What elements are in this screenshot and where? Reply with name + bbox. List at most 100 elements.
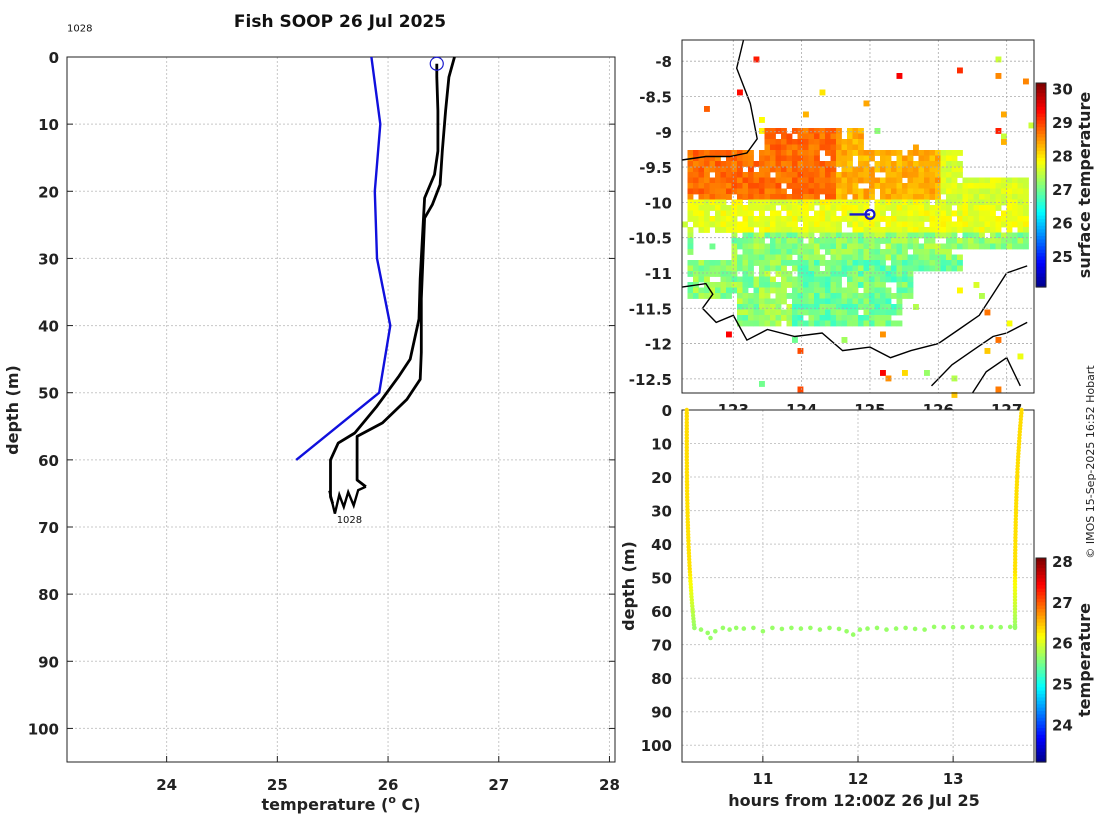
sst-cell [896,282,903,288]
sst-cell [704,276,710,283]
sst-cell [792,194,798,200]
sst-cell [797,139,804,145]
sst-cell [940,216,947,222]
sst-cell [962,199,969,206]
sst-cell [693,271,699,277]
sst-cell [808,221,815,228]
colorbar-segment [1036,670,1046,675]
sst-cell [984,243,991,250]
sst-cell [803,144,809,151]
sst-cell [874,216,881,222]
sst-cell [814,227,820,233]
sst-cell [803,221,809,228]
colorbar-segment [1036,653,1046,658]
sst-cell [1023,238,1029,244]
sst-cell [902,265,908,272]
sst-cell [1017,205,1024,211]
sst-cell [836,194,842,200]
sst-cell [863,243,870,250]
sst-cell [830,150,837,156]
ascent-point [1013,532,1018,537]
bottom-point [733,625,739,631]
colorbar-segment [1036,704,1046,709]
sst-cell [693,287,699,294]
colorbar-segment [1036,724,1046,729]
sst-cell [770,166,776,173]
sst-cell [847,271,853,277]
sst-cell [885,271,892,277]
sst-cell [830,260,837,266]
sst-cell [753,177,760,184]
ascent-point [1013,541,1018,547]
sst-cell [814,254,820,261]
sst-cell [841,210,848,217]
sst-cell [786,293,793,299]
sst-cell [990,188,996,195]
sst-cell [990,216,996,222]
sst-cell [896,232,903,239]
sst-cell [814,304,820,310]
sst-cell [935,155,941,162]
sst-cell [825,282,831,288]
sst-cell [704,166,710,173]
sst-cell [863,161,870,167]
sst-cell [940,188,947,195]
ascent-point [1012,594,1018,599]
sst-cell [885,298,892,305]
sst-cell [814,150,820,156]
sst-cell [803,210,809,217]
sst-cell [891,166,897,173]
sst-cell [874,282,881,288]
sst-cell [748,276,754,283]
sst-cell [786,183,793,189]
sst-cell [874,271,881,277]
sst-cell [726,221,732,228]
sst-cell [825,315,831,321]
sst-cell [759,117,765,123]
sst-cell [764,260,771,266]
sst-cell [693,161,699,167]
sst-cell [709,287,716,294]
sst-cell [726,155,732,162]
sst-cell [946,155,952,162]
sst-cell [715,150,721,156]
sst-cell [847,188,853,195]
sst-cell [786,249,793,255]
sst-cell [687,271,694,277]
sst-cell [786,177,793,184]
sst-cell [836,216,842,222]
sst-cell [808,161,815,167]
sst-cell [753,282,760,288]
sst-cell [962,205,969,211]
sst-cell [731,210,738,217]
sst-cell [885,177,892,184]
colorbar-segment [1036,117,1046,121]
sst-cell [874,210,881,217]
sst-cell [1017,243,1024,250]
sst-cell [852,271,859,277]
sst-cell [847,172,853,178]
sst-cell [808,133,815,140]
sst-cell [951,375,958,382]
sst-cell [786,150,793,156]
colorbar-segment [1036,191,1046,196]
sst-cell [825,309,831,316]
sst-cell [891,249,897,255]
sst-cell [830,166,837,173]
sst-cell [968,194,974,200]
sst-cell [753,188,760,195]
sst-cell [869,183,875,189]
sst-cell [792,177,798,184]
sst-cell [759,166,765,173]
bottom-point [713,629,718,634]
sst-cell [808,287,815,294]
sst-cell [841,243,848,250]
sst-cell [885,155,892,162]
sst-cell [786,238,793,244]
sst-cell [687,205,694,211]
sst-cell [709,293,716,299]
sst-cell [731,271,738,277]
sst-cell [781,221,787,228]
sst-cell [836,298,842,305]
dt-y-tick-label: 90 [651,704,672,722]
